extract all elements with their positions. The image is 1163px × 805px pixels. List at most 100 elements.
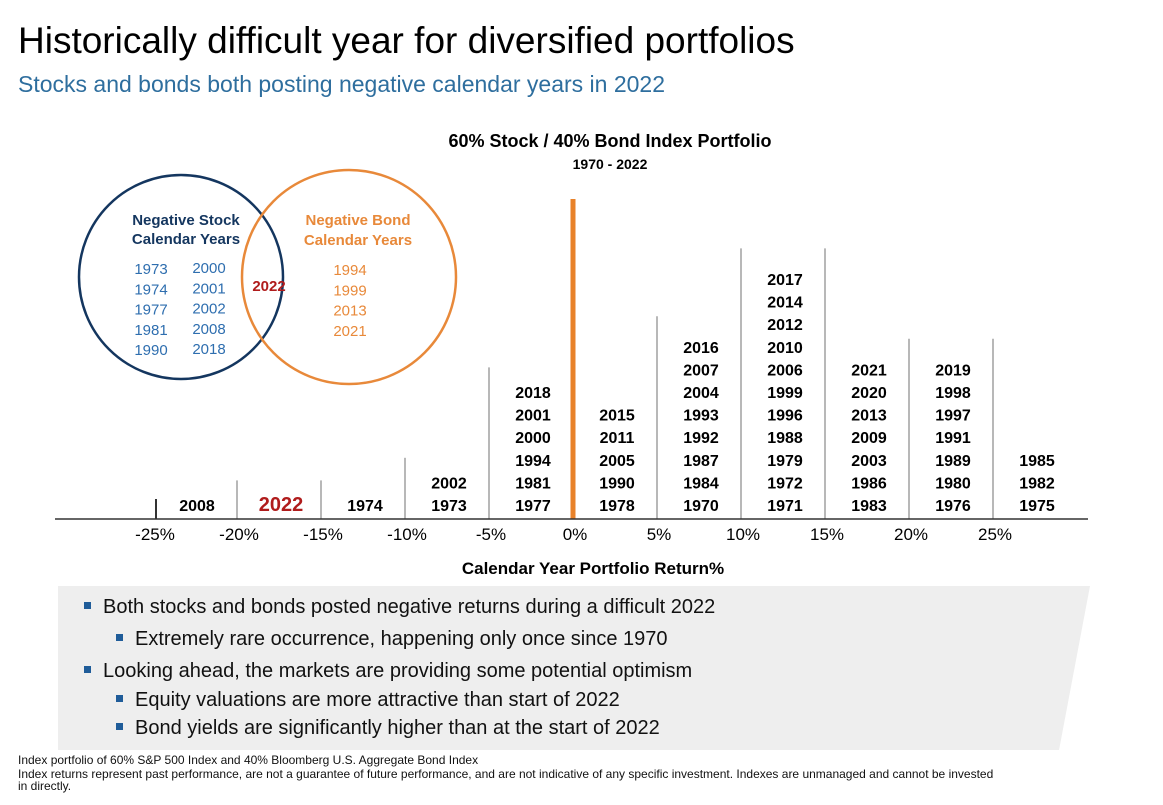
bin-year-label: 2018 [515,385,551,402]
bin-year-label: 2003 [851,453,887,470]
x-tick-label: 25% [978,525,1012,544]
bin-year-label: 2022 [259,494,304,516]
venn-stock-year: 1973 [134,261,167,278]
bin-year-label: 1991 [935,430,971,447]
bin-year-label: 1976 [935,498,971,515]
bin-year-label: 1990 [599,475,635,492]
venn-stock-year: 2008 [192,321,225,338]
x-tick-label: -10% [387,525,427,544]
bin-year-label: 2010 [767,340,803,357]
x-tick-label: 20% [894,525,928,544]
bin-year-label: 2021 [851,362,887,379]
bin-year-labels: 2008 2022 1974 2002 1973 2018 2001 2000 1994 1981… [179,272,1055,516]
venn-stock-circle [77,173,285,381]
footnote-2: Index returns represent past performance… [18,767,994,781]
bullet-text: Looking ahead, the markets are providing… [103,660,693,682]
bullet-square-icon [116,695,123,703]
venn-stock-year: 1981 [134,322,167,339]
page-subtitle: Stocks and bonds both posting negative c… [18,71,665,97]
bin-year-label: 2013 [851,408,887,425]
bin-year-label: 2016 [683,340,719,357]
bin-separators [155,199,994,519]
bullet-text: Bond yields are significantly higher tha… [135,717,660,739]
key-points-panel: Both stocks and bonds posted negative re… [58,586,1090,750]
bin-year-label: 1992 [683,430,719,447]
bin-year-label: 1983 [851,498,887,515]
venn-bond-title-2: Calendar Years [304,232,412,249]
bullet-2-2: Bond yields are significantly higher tha… [116,717,660,740]
bin-year-label: 2006 [767,362,803,379]
bin-year-label: 2015 [599,408,635,425]
bullet-1-1: Extremely rare occurrence, happening onl… [116,628,668,651]
venn-stock-year: 1977 [134,302,167,319]
x-tick-label: -20% [219,525,259,544]
bullet-text: Equity valuations are more attractive th… [135,689,620,711]
venn-stock-year: 2000 [192,260,225,277]
bin-year-label: 2014 [767,295,803,312]
x-tick-label: -15% [303,525,343,544]
bullet-square-icon [84,666,91,674]
venn-stock-years: 1973 1974 1977 1981 1990 2000 2001 2002 2008 2018 [134,260,225,359]
venn-stock-year: 1974 [134,281,167,298]
venn-diagram: Negative Stock Calendar Years Negative B… [77,168,458,386]
bin-year-label: 2008 [179,498,215,515]
footnote-3: in directly. [18,779,72,793]
bin-year-label: 2002 [431,475,467,492]
bin-year-label: 1997 [935,408,971,425]
x-tick-label: -5% [476,525,506,544]
venn-stock-title-2: Calendar Years [132,231,240,248]
bin-year-label: 1987 [683,453,719,470]
bin-year-label: 2000 [515,430,551,447]
venn-stock-year: 2002 [192,301,225,318]
bullet-square-icon [116,723,123,731]
bin-year-label: 1989 [935,453,971,470]
chart-subtitle: 1970 - 2022 [572,156,648,172]
bin-year-label: 1982 [1019,475,1055,492]
bin-year-label: 2011 [600,430,635,447]
bin-year-label: 1977 [515,498,551,515]
bin-year-label: 1971 [767,498,803,515]
histogram-chart: Negative Stock Calendar Years Negative B… [55,168,1088,578]
bullet-2-1: Equity valuations are more attractive th… [116,689,620,712]
bin-year-label: 2017 [767,272,803,289]
venn-stock-year: 2018 [192,341,225,358]
bin-year-label: 2019 [935,362,971,379]
venn-stock-year: 1990 [134,342,167,359]
bullet-2: Looking ahead, the markets are providing… [84,660,692,683]
bin-year-label: 1988 [767,430,803,447]
bullet-text: Both stocks and bonds posted negative re… [103,596,716,618]
chart-title: 60% Stock / 40% Bond Index Portfolio [448,131,772,151]
bin-year-label: 1999 [767,385,803,402]
bin-year-label: 2020 [851,385,887,402]
bin-year-label: 1985 [1019,453,1055,470]
bin-year-label: 1986 [851,475,887,492]
venn-bond-circle [240,168,458,386]
bin-year-label: 1984 [683,475,719,492]
venn-bond-years: 1994 1999 2013 2021 [333,262,366,340]
x-axis-label: Calendar Year Portfolio Return% [462,559,724,578]
bin-year-label: 1973 [431,498,467,515]
bin-year-label: 1978 [599,498,635,515]
venn-stock-year: 2001 [192,280,225,297]
bin-year-label: 2004 [683,385,719,402]
bin-year-label: 1980 [935,475,971,492]
bullet-square-icon [84,602,91,610]
bin-year-label: 2012 [767,317,803,334]
x-axis: -25% -20% -15% -10% -5% 0% 5% 10% 15% 20% 25% [55,518,1088,544]
bin-year-label: 1993 [683,408,719,425]
bullet-square-icon [116,634,123,642]
x-tick-label: 15% [810,525,844,544]
venn-bond-year: 2013 [333,303,366,320]
bin-year-label: 2001 [515,408,551,425]
bin-year-label: 1981 [515,475,551,492]
venn-overlap-year: 2022 [252,278,285,295]
bin-year-label: 1972 [767,475,803,492]
x-tick-label: 5% [647,525,672,544]
x-tick-label: 10% [726,525,760,544]
page-title: Historically difficult year for diversif… [18,20,795,61]
bin-year-label: 2007 [683,362,719,379]
bin-year-label: 1979 [767,453,803,470]
venn-bond-title-1: Negative Bond [305,212,410,229]
bin-year-label: 1974 [347,498,383,515]
bin-year-label: 1994 [515,453,551,470]
